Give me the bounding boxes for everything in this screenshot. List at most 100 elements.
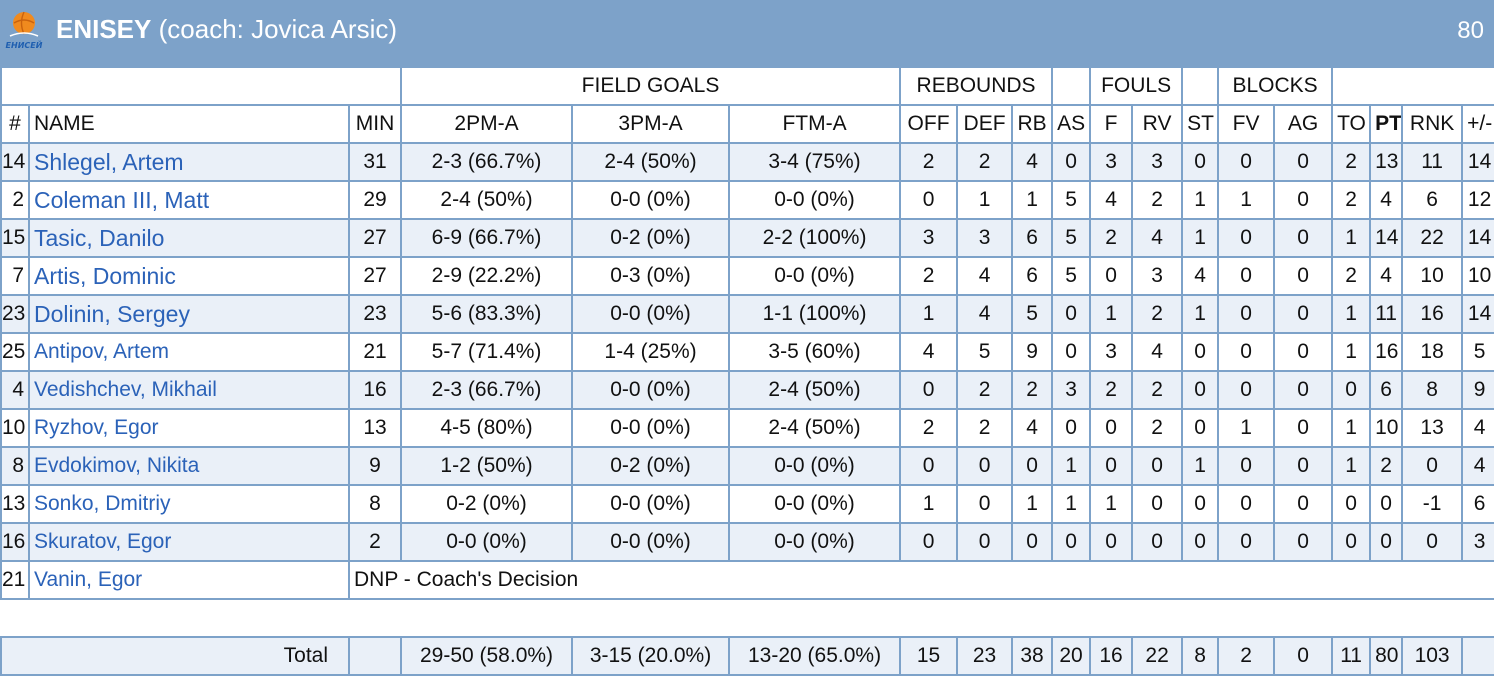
stat-def: 2 — [956, 370, 1014, 410]
stat-p3: 2-4 (50%) — [571, 142, 731, 182]
stat-off: 0 — [899, 370, 959, 410]
column-header[interactable]: F — [1089, 104, 1134, 144]
stat-f: 1 — [1089, 294, 1134, 334]
stat-fv: 1 — [1217, 180, 1276, 220]
stat-ft: 2-4 (50%) — [728, 370, 902, 410]
stat-rnk: 8 — [1401, 370, 1464, 410]
stat-min: 21 — [347, 332, 403, 372]
column-header[interactable]: OFF — [899, 104, 959, 144]
player-row: 16 Skuratov, Egor 2 0-0 (0%) 0-0 (0%) 0-0 (0%… — [0, 522, 1494, 562]
stat-f: 4 — [1089, 180, 1134, 220]
player-name-link[interactable]: Shlegel, Artem — [28, 142, 350, 182]
stat-pm: 10 — [1461, 256, 1494, 296]
column-header[interactable]: +/- — [1461, 104, 1494, 144]
stat-ag: 0 — [1273, 370, 1334, 410]
stat-ag: 0 — [1273, 294, 1334, 334]
column-header-row: # NAME MIN 2PM-A 3PM-A FTM-A OFF DEF RB AS F RV ST FV… — [0, 104, 1494, 144]
stat-pt: 10 — [1369, 408, 1404, 448]
column-header[interactable]: FTM-A — [728, 104, 902, 144]
player-name-link[interactable]: Ryzhov, Egor — [28, 408, 350, 448]
player-name-link[interactable]: Sonko, Dmitriy — [28, 484, 350, 524]
column-header[interactable]: NAME — [28, 104, 350, 144]
stat-p3: 0-2 (0%) — [571, 446, 731, 486]
stat-off: 2 — [899, 256, 959, 296]
player-name-link[interactable]: Dolinin, Sergey — [28, 294, 350, 334]
total-p2: 29-50 (58.0%) — [400, 636, 574, 676]
stat-fv: 0 — [1217, 332, 1276, 372]
column-header[interactable]: RNK — [1401, 104, 1464, 144]
player-number: 4 — [0, 370, 30, 410]
player-row: 10 Ryzhov, Egor 13 4-5 (80%) 0-0 (0%) 2-4 (50… — [0, 408, 1494, 448]
stat-as: 0 — [1051, 408, 1092, 448]
column-header[interactable]: RV — [1131, 104, 1184, 144]
stat-off: 0 — [899, 522, 959, 562]
stat-rnk: -1 — [1401, 484, 1464, 524]
stat-ag: 0 — [1273, 446, 1334, 486]
stat-fv: 0 — [1217, 256, 1276, 296]
stat-rv: 0 — [1131, 522, 1184, 562]
column-header[interactable]: 3PM-A — [571, 104, 731, 144]
stat-fv: 0 — [1217, 218, 1276, 258]
stat-f: 0 — [1089, 522, 1134, 562]
team-logo-icon: ЕНИСЕЙ — [4, 8, 44, 50]
stat-pm: 4 — [1461, 446, 1494, 486]
stat-f: 0 — [1089, 408, 1134, 448]
player-name-link[interactable]: Vanin, Egor — [28, 560, 350, 600]
stat-to: 0 — [1331, 484, 1372, 524]
total-fv: 2 — [1217, 636, 1276, 676]
player-row: 7 Artis, Dominic 27 2-9 (22.2%) 0-3 (0%) 0-0 … — [0, 256, 1494, 296]
player-number: 8 — [0, 446, 30, 486]
stat-min: 8 — [347, 484, 403, 524]
stat-ag: 0 — [1273, 256, 1334, 296]
player-name-link[interactable]: Skuratov, Egor — [28, 522, 350, 562]
team-score: 80 — [1457, 17, 1484, 44]
stat-def: 2 — [956, 142, 1014, 182]
stat-def: 2 — [956, 408, 1014, 448]
player-name-link[interactable]: Vedishchev, Mikhail — [28, 370, 350, 410]
stat-def: 0 — [956, 484, 1014, 524]
stat-f: 2 — [1089, 218, 1134, 258]
stat-ag: 0 — [1273, 522, 1334, 562]
column-header[interactable]: FV — [1217, 104, 1276, 144]
stat-off: 4 — [899, 332, 959, 372]
stat-off: 1 — [899, 294, 959, 334]
stat-min: 29 — [347, 180, 403, 220]
stat-rnk: 22 — [1401, 218, 1464, 258]
total-to: 11 — [1331, 636, 1372, 676]
group-blocks: BLOCKS — [1217, 66, 1334, 106]
stat-p2: 2-4 (50%) — [400, 180, 574, 220]
stat-min: 31 — [347, 142, 403, 182]
column-header[interactable]: TO — [1331, 104, 1372, 144]
stat-pt: 4 — [1369, 256, 1404, 296]
stat-min: 9 — [347, 446, 403, 486]
player-name-link[interactable]: Antipov, Artem — [28, 332, 350, 372]
column-header[interactable]: MIN — [347, 104, 403, 144]
column-header[interactable]: # — [0, 104, 30, 144]
stat-def: 4 — [956, 256, 1014, 296]
stat-pt: 4 — [1369, 180, 1404, 220]
column-header[interactable]: 2PM-A — [400, 104, 574, 144]
stat-ft: 0-0 (0%) — [728, 446, 902, 486]
group-fouls: FOULS — [1089, 66, 1184, 106]
column-header[interactable]: ST — [1181, 104, 1220, 144]
stat-as: 1 — [1051, 484, 1092, 524]
column-header[interactable]: RB — [1011, 104, 1054, 144]
player-name-link[interactable]: Coleman III, Matt — [28, 180, 350, 220]
player-name-link[interactable]: Tasic, Danilo — [28, 218, 350, 258]
column-header[interactable]: AS — [1051, 104, 1092, 144]
stat-ft: 0-0 (0%) — [728, 484, 902, 524]
group-rebounds: REBOUNDS — [899, 66, 1054, 106]
stat-rnk: 0 — [1401, 446, 1464, 486]
stat-to: 1 — [1331, 218, 1372, 258]
stat-p3: 0-0 (0%) — [571, 294, 731, 334]
column-header[interactable]: AG — [1273, 104, 1334, 144]
stat-st: 0 — [1181, 484, 1220, 524]
column-header[interactable]: DEF — [956, 104, 1014, 144]
player-name-link[interactable]: Artis, Dominic — [28, 256, 350, 296]
player-name-link[interactable]: Evdokimov, Nikita — [28, 446, 350, 486]
stat-st: 0 — [1181, 370, 1220, 410]
stat-to: 1 — [1331, 446, 1372, 486]
column-header[interactable]: PT — [1369, 104, 1404, 144]
stat-to: 0 — [1331, 370, 1372, 410]
stat-rb: 2 — [1011, 370, 1054, 410]
